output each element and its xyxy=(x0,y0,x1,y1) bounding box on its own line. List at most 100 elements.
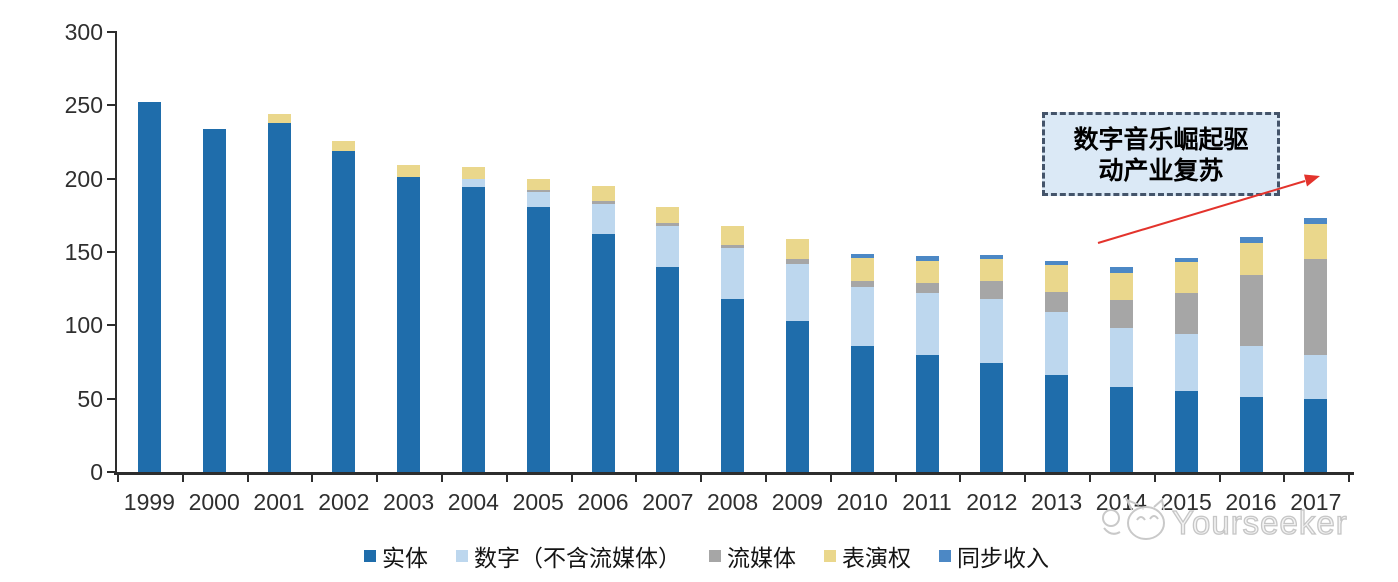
legend-swatch-icon xyxy=(456,550,468,562)
watermark-cat-mascot-icon xyxy=(1102,498,1165,540)
x-tick-mark xyxy=(1218,475,1221,482)
x-tick-mark xyxy=(1348,475,1351,482)
bar-segment xyxy=(721,247,745,299)
bar-segment xyxy=(915,354,939,472)
bar-group-2009 xyxy=(785,238,809,472)
x-tick-mark xyxy=(959,475,962,482)
bar-segment xyxy=(591,203,615,235)
bar-segment xyxy=(850,287,874,346)
bar-segment xyxy=(915,293,939,355)
bar-group-2012 xyxy=(980,254,1004,472)
bar-segment xyxy=(656,225,680,267)
legend-label: 同步收入 xyxy=(957,546,1049,572)
x-tick-label: 2004 xyxy=(447,489,499,515)
x-tick-mark xyxy=(117,475,119,482)
x-tick-mark xyxy=(1153,475,1156,482)
y-tick-label: 0 xyxy=(90,459,103,485)
bar-segment xyxy=(656,222,680,226)
bar-segment xyxy=(1174,293,1198,335)
x-tick-mark xyxy=(181,475,184,482)
legend-swatch-icon xyxy=(709,550,721,562)
bar-segment xyxy=(915,256,939,261)
x-tick-label: 2012 xyxy=(966,489,1018,515)
bar-segment xyxy=(656,266,680,472)
bar-group-2005 xyxy=(526,178,550,472)
bar-group-2016 xyxy=(1239,237,1263,472)
bar-segment xyxy=(1045,291,1069,313)
x-tick-label: 2000 xyxy=(188,489,240,515)
y-tick-label: 300 xyxy=(64,19,103,45)
bar-segment xyxy=(980,254,1004,260)
x-tick-mark xyxy=(635,475,638,482)
bar-segment xyxy=(461,178,485,188)
x-tick-mark xyxy=(570,475,573,482)
bar-segment xyxy=(461,187,485,472)
bar-segment xyxy=(721,244,745,248)
x-tick-label: 2005 xyxy=(512,489,564,515)
bar-segment xyxy=(1239,345,1263,398)
bar-segment xyxy=(721,298,745,472)
x-tick-label: 2006 xyxy=(577,489,629,515)
legend-item: 表演权 xyxy=(824,539,911,573)
x-tick-label: 2009 xyxy=(771,489,823,515)
bar-segment xyxy=(591,186,615,201)
bar-group-1999 xyxy=(137,102,161,472)
y-tick-mark xyxy=(107,177,115,180)
bar-group-2003 xyxy=(397,165,421,472)
x-tick-mark xyxy=(765,475,767,482)
bar-segment xyxy=(915,282,939,294)
x-tick-label: 2002 xyxy=(318,489,370,515)
y-tick-label: 250 xyxy=(64,92,103,119)
bar-segment xyxy=(1239,275,1263,346)
legend-item: 同步收入 xyxy=(939,539,1049,573)
y-tick-mark xyxy=(107,397,115,400)
bar-segment xyxy=(721,225,745,245)
x-axis-line xyxy=(114,472,1354,475)
bar-segment xyxy=(850,345,874,472)
x-tick-mark xyxy=(376,475,379,482)
bar-segment xyxy=(980,259,1004,282)
legend-label: 实体 xyxy=(382,546,428,572)
legend-label: 流媒体 xyxy=(727,546,796,572)
x-tick-label: 1999 xyxy=(123,489,175,515)
x-tick-mark xyxy=(311,475,314,482)
bar-segment xyxy=(1109,386,1133,472)
bar-segment xyxy=(137,102,161,472)
bar-segment xyxy=(785,320,809,472)
bar-group-2008 xyxy=(721,225,745,472)
x-tick-mark xyxy=(1283,475,1286,482)
bar-segment xyxy=(1304,224,1328,260)
bar-segment xyxy=(1045,265,1069,292)
legend-swatch-icon xyxy=(939,550,951,562)
bar-segment xyxy=(1109,266,1133,273)
x-tick-mark xyxy=(894,475,897,482)
bar-segment xyxy=(526,191,550,207)
bar-segment xyxy=(1109,272,1133,301)
bar-segment xyxy=(591,200,615,204)
legend-item: 实体 xyxy=(364,539,428,573)
bar-segment xyxy=(1045,260,1069,266)
x-tick-label: 2011 xyxy=(902,489,952,515)
bar-segment xyxy=(461,166,485,179)
legend-item: 流媒体 xyxy=(709,539,796,573)
x-tick-mark xyxy=(1024,475,1027,482)
bar-segment xyxy=(1174,262,1198,294)
bar-segment xyxy=(1239,243,1263,276)
bar-segment xyxy=(526,178,550,191)
y-tick-mark xyxy=(107,104,115,107)
y-axis-line xyxy=(115,31,117,474)
bar-segment xyxy=(1304,259,1328,355)
bar-segment xyxy=(785,263,809,321)
legend-swatch-icon xyxy=(364,550,376,562)
bar-segment xyxy=(850,281,874,288)
bar-segment xyxy=(1174,257,1198,263)
bar-segment xyxy=(785,238,809,260)
bar-group-2007 xyxy=(656,206,680,472)
bar-group-2006 xyxy=(591,186,615,472)
bar-segment xyxy=(1304,218,1328,225)
bar-segment xyxy=(1045,312,1069,376)
bar-segment xyxy=(397,177,421,472)
bar-group-2002 xyxy=(332,140,356,472)
bar-segment xyxy=(267,114,291,123)
